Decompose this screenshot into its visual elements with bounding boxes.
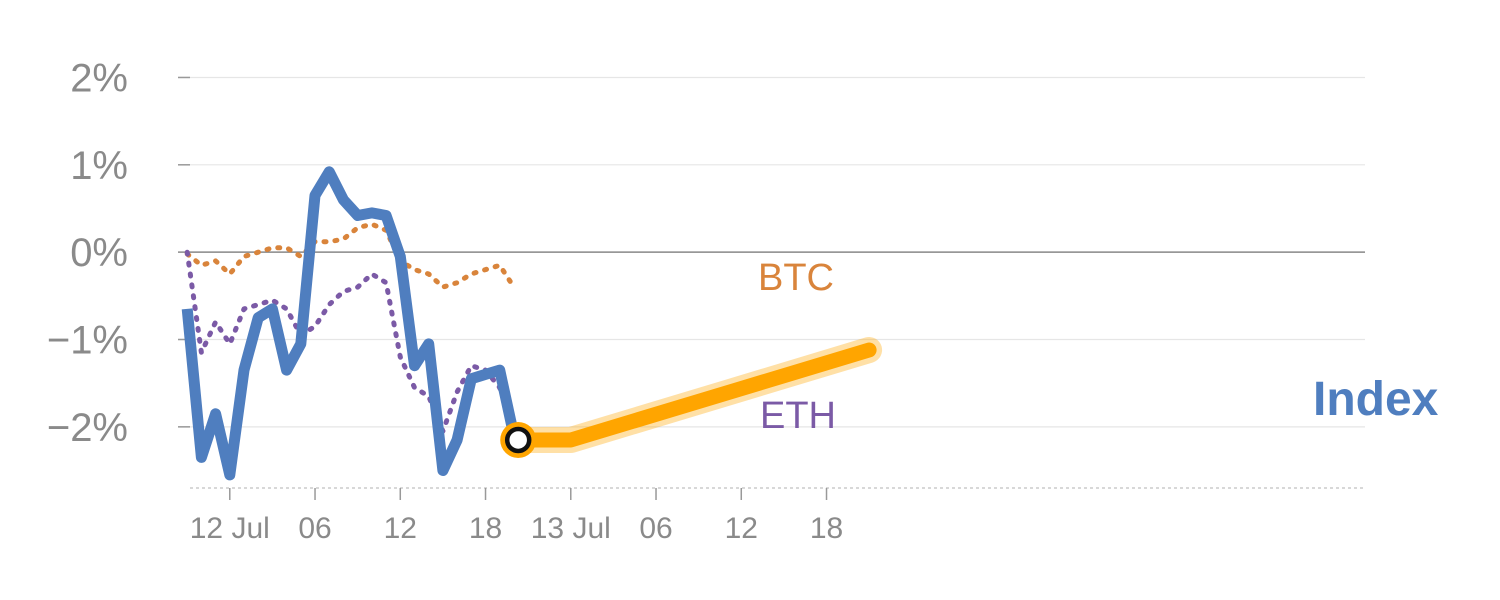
x-tick-label: 06 bbox=[298, 512, 331, 545]
btc-series-label: BTC bbox=[758, 257, 834, 299]
x-tick-label: 13 Jul bbox=[531, 512, 611, 545]
y-tick-label: 0% bbox=[70, 231, 128, 275]
eth-series-line bbox=[184, 249, 517, 434]
x-tick-label: 18 bbox=[469, 512, 502, 545]
eth-series-label: ETH bbox=[760, 395, 836, 437]
series-layer bbox=[181, 166, 883, 481]
current-marker bbox=[504, 426, 532, 454]
x-tick-label: 12 Jul bbox=[190, 512, 270, 545]
y-tick-label: 1% bbox=[70, 144, 128, 188]
grid bbox=[178, 76, 1365, 428]
btc-series-line bbox=[184, 221, 517, 290]
x-tick-label: 18 bbox=[810, 512, 843, 545]
index-series-line bbox=[181, 166, 520, 481]
y-tick-label: −1% bbox=[47, 319, 128, 363]
x-tick-label: 12 bbox=[384, 512, 417, 545]
x-tick-label: 06 bbox=[639, 512, 672, 545]
x-axis: 12 Jul 06 12 18 13 Jul 06 12 18 bbox=[190, 487, 1365, 545]
y-tick-label: 2% bbox=[70, 56, 128, 100]
index-series-label: Index bbox=[1313, 373, 1439, 426]
y-axis: 2% 1% 0% −1% −2% bbox=[47, 56, 190, 450]
x-tick-label: 12 bbox=[725, 512, 758, 545]
y-tick-label: −2% bbox=[47, 406, 128, 450]
